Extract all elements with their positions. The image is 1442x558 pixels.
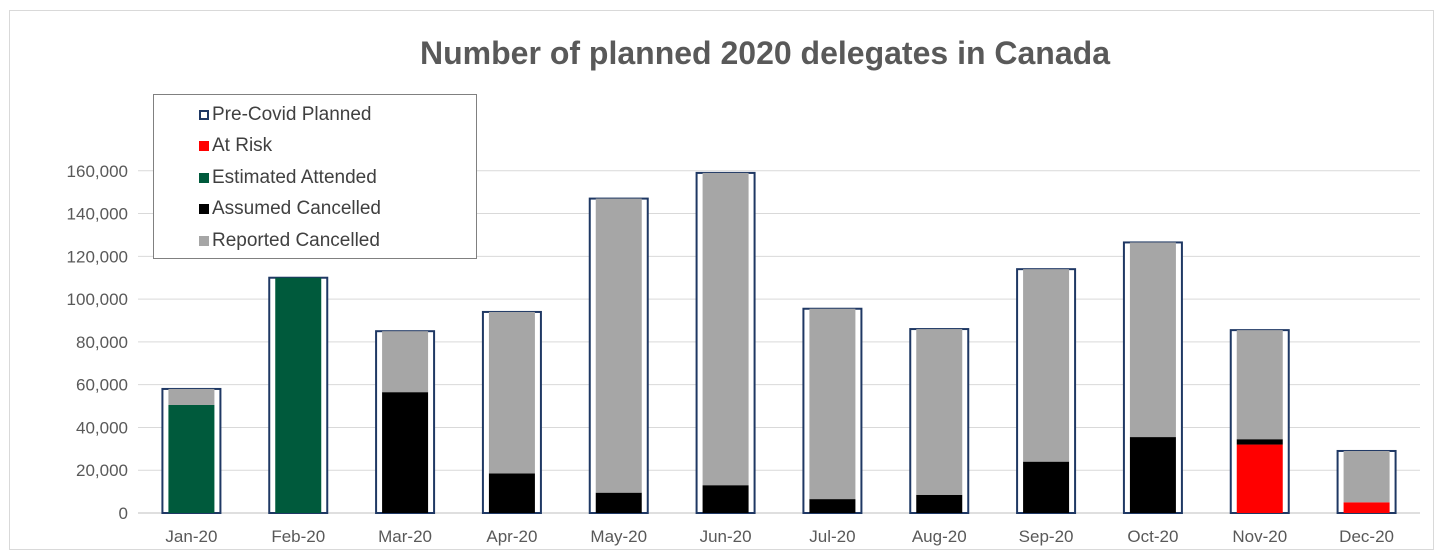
bar-assumed-cancelled [488, 473, 535, 513]
y-axis-ticks: 0 20,000 40,000 60,000 80,000 100,000 120,000 1… [67, 162, 128, 523]
y-tick-label: 40,000 [76, 418, 128, 437]
x-tick-label: Apr-20 [486, 527, 537, 546]
bar-assumed-cancelled [595, 492, 642, 513]
bar-reported-cancelled [1129, 242, 1176, 438]
bar-reported-cancelled [702, 172, 749, 486]
bar-reported-cancelled [1343, 450, 1390, 503]
bar-reported-cancelled [1236, 330, 1283, 440]
legend-swatch-pre-covid-planned [199, 109, 209, 120]
bar-reported-cancelled [488, 311, 535, 474]
legend-item-assumed-cancelled: Assumed Cancelled [154, 194, 476, 226]
y-tick-label: 60,000 [76, 376, 128, 395]
x-tick-label: Jun-20 [700, 527, 752, 546]
legend-label-assumed-cancelled: Assumed Cancelled [212, 198, 381, 220]
bar-assumed-cancelled [1023, 461, 1070, 513]
bar-reported-cancelled [168, 388, 215, 405]
y-tick-label: 0 [119, 504, 128, 523]
bar-assumed-cancelled [382, 392, 429, 513]
bar-assumed-cancelled [809, 499, 856, 513]
y-tick-label: 20,000 [76, 461, 128, 480]
bar-reported-cancelled [1023, 269, 1070, 462]
bar-reported-cancelled [595, 198, 642, 493]
legend-item-reported-cancelled: Reported Cancelled [154, 225, 476, 257]
bar-assumed-cancelled [702, 485, 749, 513]
legend-swatch-estimated-attended [199, 172, 209, 183]
legend-swatch-assumed-cancelled [199, 204, 209, 215]
chart-frame: Number of planned 2020 delegates in Cana… [9, 10, 1434, 550]
legend-label-reported-cancelled: Reported Cancelled [212, 229, 380, 251]
x-tick-label: Feb-20 [271, 527, 325, 546]
y-tick-label: 100,000 [67, 290, 128, 309]
y-tick-label: 140,000 [67, 205, 128, 224]
bar-reported-cancelled [382, 331, 429, 393]
y-tick-label: 160,000 [67, 162, 128, 181]
bar-at-risk [1236, 444, 1283, 513]
legend-swatch-at-risk [199, 141, 209, 152]
x-tick-label: May-20 [590, 527, 647, 546]
x-tick-label: Aug-20 [912, 527, 967, 546]
x-tick-label: Oct-20 [1127, 527, 1178, 546]
bar-estimated-attended [168, 404, 215, 513]
x-tick-label: Mar-20 [378, 527, 432, 546]
legend-item-estimated-attended: Estimated Attended [154, 162, 476, 194]
x-tick-label: Jan-20 [165, 527, 217, 546]
x-tick-label: Jul-20 [809, 527, 855, 546]
chart-title: Number of planned 2020 delegates in Cana… [420, 35, 1110, 71]
x-tick-label: Dec-20 [1339, 527, 1394, 546]
bar-chart: Number of planned 2020 delegates in Cana… [67, 35, 1420, 546]
bar-at-risk [1343, 502, 1390, 513]
y-tick-label: 80,000 [76, 333, 128, 352]
bars [161, 171, 1397, 515]
bar-assumed-cancelled [916, 494, 963, 513]
bar-assumed-cancelled [1129, 437, 1176, 513]
x-axis-ticks: Jan-20 Feb-20 Mar-20 Apr-20 May-20 Jun-20 Jul-… [165, 527, 1394, 546]
x-tick-label: Sep-20 [1019, 527, 1074, 546]
legend-swatch-reported-cancelled [199, 235, 209, 246]
bar-reported-cancelled [809, 308, 856, 500]
legend-label-at-risk: At Risk [212, 135, 273, 157]
legend-item-pre-covid-planned: Pre-Covid Planned [154, 99, 476, 131]
bar-estimated-attended [275, 277, 322, 513]
bar-reported-cancelled [916, 329, 963, 495]
legend-label-pre-covid-planned: Pre-Covid Planned [212, 103, 372, 125]
legend-label-estimated-attended: Estimated Attended [212, 166, 377, 188]
y-tick-label: 120,000 [67, 247, 128, 266]
legend-item-at-risk: At Risk [154, 131, 476, 163]
bar-assumed-cancelled [1236, 439, 1283, 445]
x-tick-label: Nov-20 [1232, 527, 1287, 546]
legend: Pre-Covid Planned At Risk Estimated Atte… [153, 94, 477, 259]
